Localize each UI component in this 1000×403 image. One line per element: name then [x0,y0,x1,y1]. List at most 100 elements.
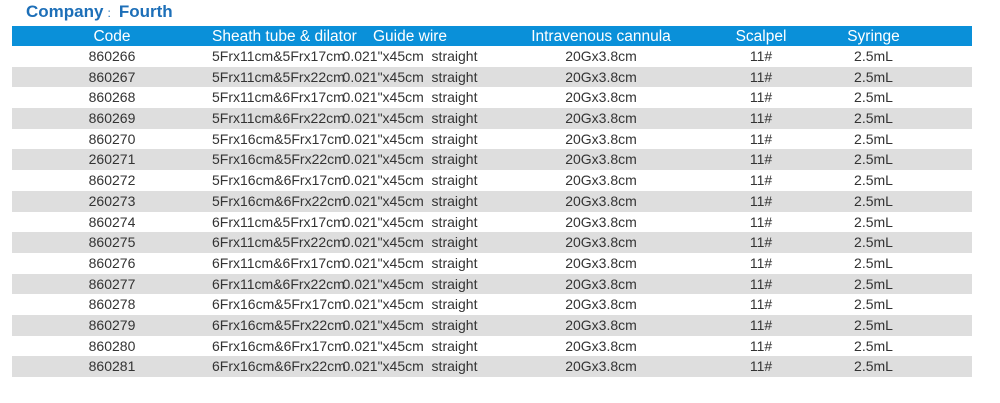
cell-syringe: 2.5mL [854,254,893,271]
cell-sheath-tube-dilator: 5Frx16cm&6Frx17cm [212,172,346,189]
cell-guide-wire: 0.021"x45cm straight [342,110,478,127]
cell-scalpel: 11# [749,358,773,375]
cell-code: 260271 [88,151,136,168]
cell-sheath-tube-dilator: 6Frx16cm&5Frx22cm [212,316,346,333]
cell-scalpel: 11# [749,110,773,127]
cell-code: 860280 [88,337,136,354]
cell-guide-wire: 0.021"x45cm straight [342,213,478,230]
cell-code: 860274 [88,213,136,230]
cell-guide-wire: 0.021"x45cm straight [342,275,478,292]
cell-code: 860272 [88,172,136,189]
cell-syringe: 2.5mL [854,316,893,333]
cell-intravenous-cannula: 20Gx3.8cm [565,192,637,209]
column-header-scalpel: Scalpel [735,28,787,45]
cell-scalpel: 11# [749,151,773,168]
separator: : [107,6,111,20]
cell-scalpel: 11# [749,337,773,354]
cell-code: 860269 [88,110,136,127]
cell-guide-wire: 0.021"x45cm straight [342,254,478,271]
column-header-guide-wire: Guide wire [372,28,448,45]
table-row: 860272 5Frx16cm&6Frx17cm 0.021"x45cm strai… [12,170,972,191]
cell-scalpel: 11# [749,275,773,292]
cell-syringe: 2.5mL [854,358,893,375]
cell-sheath-tube-dilator: 5Frx16cm&6Frx22cm [212,192,346,209]
cell-syringe: 2.5mL [854,48,893,64]
cell-code: 860277 [88,275,136,292]
cell-syringe: 2.5mL [854,151,893,168]
cell-intravenous-cannula: 20Gx3.8cm [565,358,637,375]
cell-intravenous-cannula: 20Gx3.8cm [565,172,637,189]
cell-code: 860270 [88,130,136,147]
cell-syringe: 2.5mL [854,275,893,292]
cell-code: 860276 [88,254,136,271]
cell-sheath-tube-dilator: 6Frx11cm&5Frx22cm [212,234,345,251]
cell-sheath-tube-dilator: 6Frx16cm&6Frx17cm [212,337,346,354]
cell-intravenous-cannula: 20Gx3.8cm [565,254,637,271]
cell-syringe: 2.5mL [854,234,893,251]
table-row: 260271 5Frx16cm&5Frx22cm 0.021"x45cm strai… [12,149,972,171]
cell-sheath-tube-dilator: 5Frx11cm&6Frx22cm [212,110,345,127]
table-row: 860274 6Frx11cm&5Frx17cm 0.021"x45cm strai… [12,212,972,233]
table-row: 860267 5Frx11cm&5Frx22cm 0.021"x45cm strai… [12,66,972,88]
cell-intravenous-cannula: 20Gx3.8cm [565,68,637,85]
cell-sheath-tube-dilator: 5Frx11cm&5Frx17cm [212,48,345,64]
cell-intravenous-cannula: 20Gx3.8cm [565,234,637,251]
product-table: Code Sheath tube & dilator Guide wire Intra… [12,26,972,377]
cell-intravenous-cannula: 20Gx3.8cm [565,130,637,147]
company-title: Company: Fourth [26,2,173,22]
cell-scalpel: 11# [749,68,773,85]
cell-scalpel: 11# [749,172,773,189]
column-header-syringe: Syringe [847,28,900,45]
cell-scalpel: 11# [749,130,773,147]
cell-sheath-tube-dilator: 5Frx11cm&5Frx22cm [212,68,345,85]
cell-guide-wire: 0.021"x45cm straight [342,130,478,147]
cell-code: 860275 [88,234,136,251]
cell-scalpel: 11# [749,254,773,271]
cell-guide-wire: 0.021"x45cm straight [342,68,478,85]
cell-syringe: 2.5mL [854,130,893,147]
cell-syringe: 2.5mL [854,337,893,354]
table-header-row: Code Sheath tube & dilator Guide wire Intra… [12,26,972,46]
cell-intravenous-cannula: 20Gx3.8cm [565,275,637,292]
table-row: 860275 6Frx11cm&5Frx22cm 0.021"x45cm strai… [12,232,972,253]
cell-guide-wire: 0.021"x45cm straight [342,316,478,333]
cell-intravenous-cannula: 20Gx3.8cm [565,316,637,333]
cell-syringe: 2.5mL [854,296,893,313]
table-row: 260273 5Frx16cm&6Frx22cm 0.021"x45cm strai… [12,190,972,212]
table-row: 860269 5Frx11cm&6Frx22cm 0.021"x45cm strai… [12,108,972,129]
cell-sheath-tube-dilator: 6Frx11cm&6Frx22cm [212,275,345,292]
cell-code: 860266 [88,48,136,64]
cell-syringe: 2.5mL [854,68,893,85]
cell-syringe: 2.5mL [854,89,893,106]
cell-guide-wire: 0.021"x45cm straight [342,358,478,375]
table-row: 860280 6Frx16cm&6Frx17cm 0.021"x45cm strai… [12,336,972,357]
table-row: 860266 5Frx11cm&5Frx17cm 0.021"x45cm strai… [12,46,972,67]
company-label: Company [26,2,104,21]
cell-intravenous-cannula: 20Gx3.8cm [565,89,637,106]
cell-scalpel: 11# [749,296,773,313]
cell-intravenous-cannula: 20Gx3.8cm [565,151,637,168]
cell-guide-wire: 0.021"x45cm straight [342,172,478,189]
table-row: 860279 6Frx16cm&5Frx22cm 0.021"x45cm strai… [12,314,972,336]
column-header-code: Code [93,28,131,45]
cell-syringe: 2.5mL [854,172,893,189]
column-header-intravenous-cannula: Intravenous cannula [531,28,671,45]
cell-intravenous-cannula: 20Gx3.8cm [565,213,637,230]
cell-sheath-tube-dilator: 6Frx16cm&6Frx22cm [212,358,346,375]
cell-intravenous-cannula: 20Gx3.8cm [565,337,637,354]
cell-intravenous-cannula: 20Gx3.8cm [565,110,637,127]
cell-syringe: 2.5mL [854,110,893,127]
cell-scalpel: 11# [749,192,773,209]
cell-sheath-tube-dilator: 6Frx11cm&5Frx17cm [212,213,345,230]
cell-syringe: 2.5mL [854,192,893,209]
cell-sheath-tube-dilator: 6Frx11cm&6Frx17cm [212,254,345,271]
cell-code: 860268 [88,89,136,106]
cell-scalpel: 11# [749,213,773,230]
table-row: 860268 5Frx11cm&6Frx17cm 0.021"x45cm strai… [12,87,972,108]
table-row: 860277 6Frx11cm&6Frx22cm 0.021"x45cm strai… [12,273,972,295]
cell-scalpel: 11# [749,48,773,64]
cell-code: 860267 [88,68,136,85]
column-header-sheath-tube-dilator: Sheath tube & dilator [212,28,357,45]
cell-guide-wire: 0.021"x45cm straight [342,48,478,64]
cell-guide-wire: 0.021"x45cm straight [342,234,478,251]
